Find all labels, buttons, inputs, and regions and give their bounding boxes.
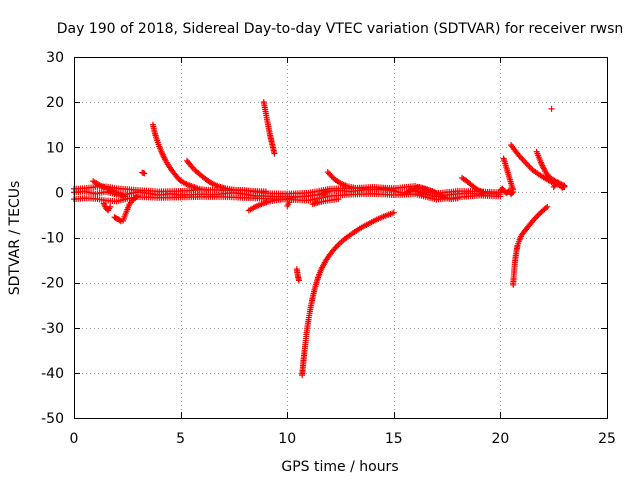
series-falling-8.9 [261, 99, 278, 156]
series-falling-5.3 [184, 158, 269, 195]
series-isolated-3.2 [139, 170, 147, 177]
series-wave-12 [325, 169, 397, 193]
y-tick-label: 20 [46, 95, 64, 111]
series-deep-dip [299, 210, 397, 378]
series-dip-1 [101, 201, 113, 214]
y-tick-label: -20 [41, 276, 64, 292]
y-axis-label: SDTVAR / TECUs [7, 181, 23, 296]
y-tick-label: -50 [41, 411, 64, 427]
x-axis-label: GPS time / hours [281, 459, 398, 475]
data-point [549, 106, 555, 112]
series-deep-20.6 [510, 204, 550, 288]
series-dip-2 [112, 193, 141, 224]
y-tick-label: -10 [41, 231, 64, 247]
series-isolated-10.5 [294, 266, 302, 283]
tick-layer: 0 5 10 15 20 25 -50 -40 -30 -20 -10 0 10 20 30 [41, 50, 616, 447]
x-tick-label: 25 [598, 431, 616, 447]
series-isolated-22.3 [549, 106, 555, 112]
x-tick-label: 0 [70, 431, 79, 447]
data-point [537, 210, 543, 216]
x-tick-label: 10 [278, 431, 296, 447]
x-tick-label: 5 [176, 431, 185, 447]
y-tick-label: 0 [55, 185, 64, 201]
sdtvar-chart: Day 190 of 2018, Sidereal Day-to-day VTE… [0, 0, 640, 480]
series-falling-3.7 [150, 122, 209, 193]
grid-layer [74, 57, 607, 418]
y-tick-label: -30 [41, 321, 64, 337]
chart-title: Day 190 of 2018, Sidereal Day-to-day VTE… [57, 21, 624, 37]
y-tick-label: 10 [46, 140, 64, 156]
data-layer [71, 99, 567, 378]
x-tick-label: 20 [491, 431, 509, 447]
x-tick-label: 15 [385, 431, 403, 447]
y-tick-label: 30 [46, 50, 64, 66]
y-tick-label: -40 [41, 366, 64, 382]
